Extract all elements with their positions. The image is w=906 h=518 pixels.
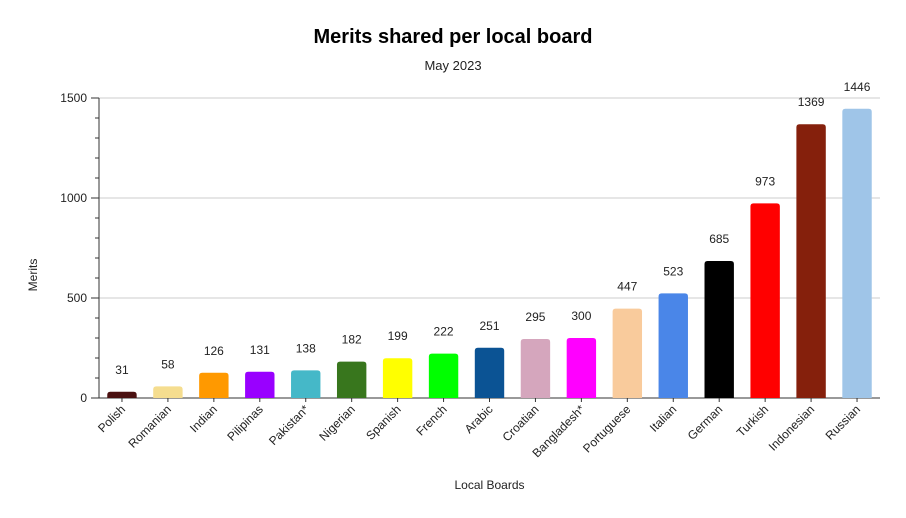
y-axis-title: Merits [26, 259, 40, 292]
x-tick-label: Romanian [125, 402, 174, 451]
x-tick-label: German [685, 402, 726, 443]
data-label: 126 [204, 344, 224, 358]
data-label: 300 [571, 309, 591, 323]
data-label: 222 [434, 325, 454, 339]
x-tick-label: Turkish [734, 402, 771, 439]
chart-subtitle: May 2023 [424, 58, 482, 73]
x-tick-label: Italian [647, 402, 680, 435]
x-tick-label: Arabic [462, 402, 496, 436]
data-label: 131 [250, 343, 270, 357]
data-label: 973 [755, 174, 775, 188]
x-tick-label: Nigerian [316, 402, 358, 444]
bar-arabic [474, 347, 505, 398]
x-tick-label: Russian [823, 402, 864, 443]
x-tick-label: Spanish [363, 402, 404, 443]
chart-title: Merits shared per local board [313, 26, 593, 48]
x-tick-label: Indonesian [766, 402, 817, 453]
y-tick-label: 500 [67, 291, 87, 305]
bar-german [704, 261, 734, 398]
x-tick-label: Croatian [500, 402, 542, 444]
bar-polish [107, 391, 137, 398]
bar-bangladesh [566, 338, 597, 398]
x-tick-label: French [413, 402, 449, 438]
data-label: 31 [115, 363, 129, 377]
x-tick-label: Pilipinas [224, 402, 266, 444]
y-tick-label: 0 [80, 391, 87, 405]
data-label: 295 [525, 310, 545, 324]
y-tick-label: 1000 [60, 191, 87, 205]
x-axis-title: Local Boards [454, 478, 524, 492]
data-label: 523 [663, 264, 683, 278]
data-label: 138 [296, 341, 316, 355]
data-label: 447 [617, 280, 637, 294]
bar-pilipinas [245, 371, 275, 398]
data-label: 199 [388, 329, 408, 343]
x-tick-label: Indian [187, 402, 220, 435]
x-tick-label: Pakistan* [266, 402, 312, 448]
bar-pakistan [291, 370, 321, 398]
x-tick-label: Polish [95, 402, 128, 435]
bar-spanish [382, 358, 413, 398]
bar-french [428, 353, 459, 398]
data-label: 685 [709, 232, 729, 246]
bar-indonesian [796, 124, 826, 398]
data-label: 182 [342, 333, 362, 347]
bar-croatian [520, 339, 551, 398]
bar-russian [842, 108, 872, 399]
bar-turkish [750, 203, 780, 398]
bar-indian [199, 372, 229, 398]
x-tick-label: Portuguese [580, 402, 634, 456]
data-label: 1369 [798, 95, 825, 109]
data-label: 251 [479, 319, 499, 333]
bar-romanian [153, 386, 183, 398]
bar-italian [658, 293, 688, 398]
bar-portuguese [612, 308, 643, 398]
data-label: 58 [161, 357, 175, 371]
bar-nigerian [336, 361, 367, 398]
y-tick-label: 1500 [60, 91, 87, 105]
data-label: 1446 [844, 80, 871, 94]
